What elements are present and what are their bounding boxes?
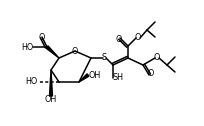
Polygon shape [79,74,89,82]
Polygon shape [50,70,52,96]
Text: O: O [72,46,78,55]
Text: O: O [39,34,45,42]
Text: O: O [148,70,154,78]
Polygon shape [46,46,59,58]
Text: S: S [101,53,106,61]
Text: O: O [116,35,122,43]
Text: OH: OH [45,96,57,104]
Text: HO: HO [21,42,33,52]
Text: HO: HO [25,77,37,87]
Text: O: O [135,33,141,41]
Text: O: O [154,53,160,61]
Text: SH: SH [112,72,123,82]
Text: OH: OH [89,71,101,80]
